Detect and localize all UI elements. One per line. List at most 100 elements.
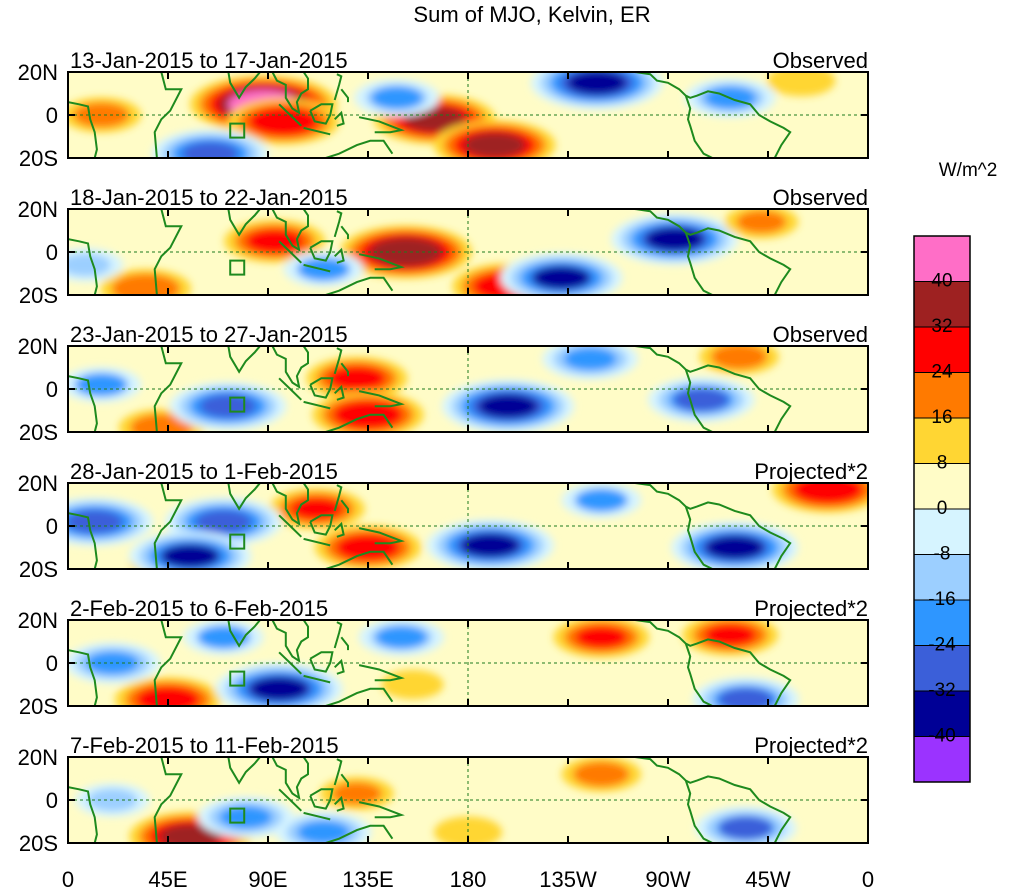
coastline	[190, 757, 273, 785]
coastline	[190, 209, 273, 237]
coastline	[358, 527, 405, 545]
coastline	[334, 658, 345, 675]
colorbar-swatch	[913, 599, 971, 646]
coastline	[309, 514, 334, 536]
colorbar-level-label: -40	[928, 726, 955, 747]
colorbar-level-label: 32	[931, 316, 952, 337]
coastline	[358, 390, 405, 408]
coastline	[358, 116, 405, 134]
x-tick-label: 45E	[148, 867, 187, 889]
coastline	[271, 757, 309, 801]
y-tick-label: 0	[46, 514, 58, 539]
coastline	[190, 72, 273, 100]
coastline	[68, 649, 98, 706]
y-tick-label: 20S	[19, 146, 58, 171]
coastline	[309, 788, 334, 810]
anomaly-blob	[68, 253, 111, 277]
colorbar-level-label: 8	[937, 453, 948, 474]
coastline	[68, 101, 98, 158]
coastline	[333, 247, 345, 264]
x-tick-label: 90W	[645, 867, 690, 889]
coastline	[303, 263, 331, 273]
coastlines	[68, 209, 792, 295]
panel-date-label: 23-Jan-2015 to 27-Jan-2015	[70, 322, 348, 347]
anomaly-blob	[705, 535, 764, 560]
colorbar-level-label: 0	[937, 498, 948, 519]
x-tick-label: 135E	[342, 867, 393, 889]
y-tick-label: 20N	[18, 334, 58, 359]
panel-type-label: Observed	[773, 48, 868, 73]
anomaly-blob	[340, 536, 396, 559]
coastline	[303, 126, 331, 136]
coastline	[153, 757, 183, 843]
anomaly-blob	[674, 388, 729, 412]
coastline	[333, 484, 343, 512]
coastline	[684, 232, 713, 295]
anomaly-blob	[248, 229, 302, 253]
coastline	[334, 521, 345, 538]
x-tick-label: 90E	[248, 867, 287, 889]
coastline	[271, 620, 309, 664]
colorbar-level-label: 16	[931, 407, 952, 428]
coastline	[634, 346, 792, 432]
index-box	[229, 122, 246, 139]
colorbar-level-label: -8	[934, 544, 951, 565]
colorbar-swatch	[913, 736, 971, 783]
anomaly-blob	[330, 366, 384, 390]
coastline	[309, 377, 334, 399]
anomaly-blob	[256, 110, 312, 133]
y-tick-label: 0	[46, 103, 58, 128]
coastline	[340, 362, 349, 377]
anomaly-blob	[76, 373, 127, 396]
coastline	[271, 483, 309, 527]
colorbar: 40 32 24 16 8 0 -8 -16 -24 -32 -40	[913, 235, 971, 783]
coastline	[340, 773, 349, 788]
anomaly-field	[68, 620, 799, 706]
coastline	[334, 795, 345, 812]
y-tick-label: 20N	[18, 471, 58, 496]
index-box	[229, 670, 246, 687]
coastline	[271, 346, 309, 390]
anomaly-blob	[135, 416, 187, 432]
anomaly-blob	[198, 625, 249, 649]
anomaly-blob	[120, 277, 172, 295]
anomaly-blob	[564, 347, 617, 371]
panel-date-label: 28-Jan-2015 to 1-Feb-2015	[70, 459, 338, 484]
coastline	[319, 550, 394, 569]
coastline	[333, 621, 343, 649]
anomaly-blob	[713, 346, 765, 368]
coastline	[634, 72, 792, 158]
anomaly-field	[75, 757, 797, 843]
coastline	[68, 786, 98, 843]
coastline	[684, 369, 713, 432]
anomaly-blob	[195, 510, 252, 534]
anomaly-blob	[466, 133, 524, 157]
coastlines	[68, 72, 792, 158]
x-tick-label: 0	[62, 867, 74, 889]
anomaly-blob	[719, 816, 773, 840]
colorbar-swatch	[913, 690, 971, 737]
coastlines	[68, 757, 792, 843]
panel-3: 20N 0 20S 23-Jan-2015 to 27-Jan-2015 Observe…	[18, 322, 869, 445]
colorbar-level-label: 40	[931, 271, 952, 292]
panel-1: 20N 0 20S 13-Jan-2015 to 17-Jan-2015 Observe…	[18, 48, 869, 171]
panel-date-label: 13-Jan-2015 to 17-Jan-2015	[70, 48, 348, 73]
colorbar-swatch	[913, 235, 971, 282]
y-tick-label: 0	[46, 788, 58, 813]
x-tick-label: 45W	[745, 867, 790, 889]
coastline	[319, 824, 394, 843]
anomaly-blob	[200, 394, 256, 418]
panel-type-label: Projected*2	[754, 459, 868, 484]
coastline	[340, 225, 349, 240]
anomaly-blob	[532, 266, 590, 290]
index-box	[229, 396, 246, 413]
colorbar-frame	[913, 235, 971, 783]
coastline	[684, 780, 713, 843]
anomaly-blob	[297, 821, 350, 843]
anomaly-blob	[800, 483, 856, 501]
y-tick-label: 20N	[18, 745, 58, 770]
coastline	[333, 210, 343, 238]
panel-date-label: 7-Feb-2015 to 11-Feb-2015	[70, 733, 339, 758]
coastline	[68, 512, 98, 569]
